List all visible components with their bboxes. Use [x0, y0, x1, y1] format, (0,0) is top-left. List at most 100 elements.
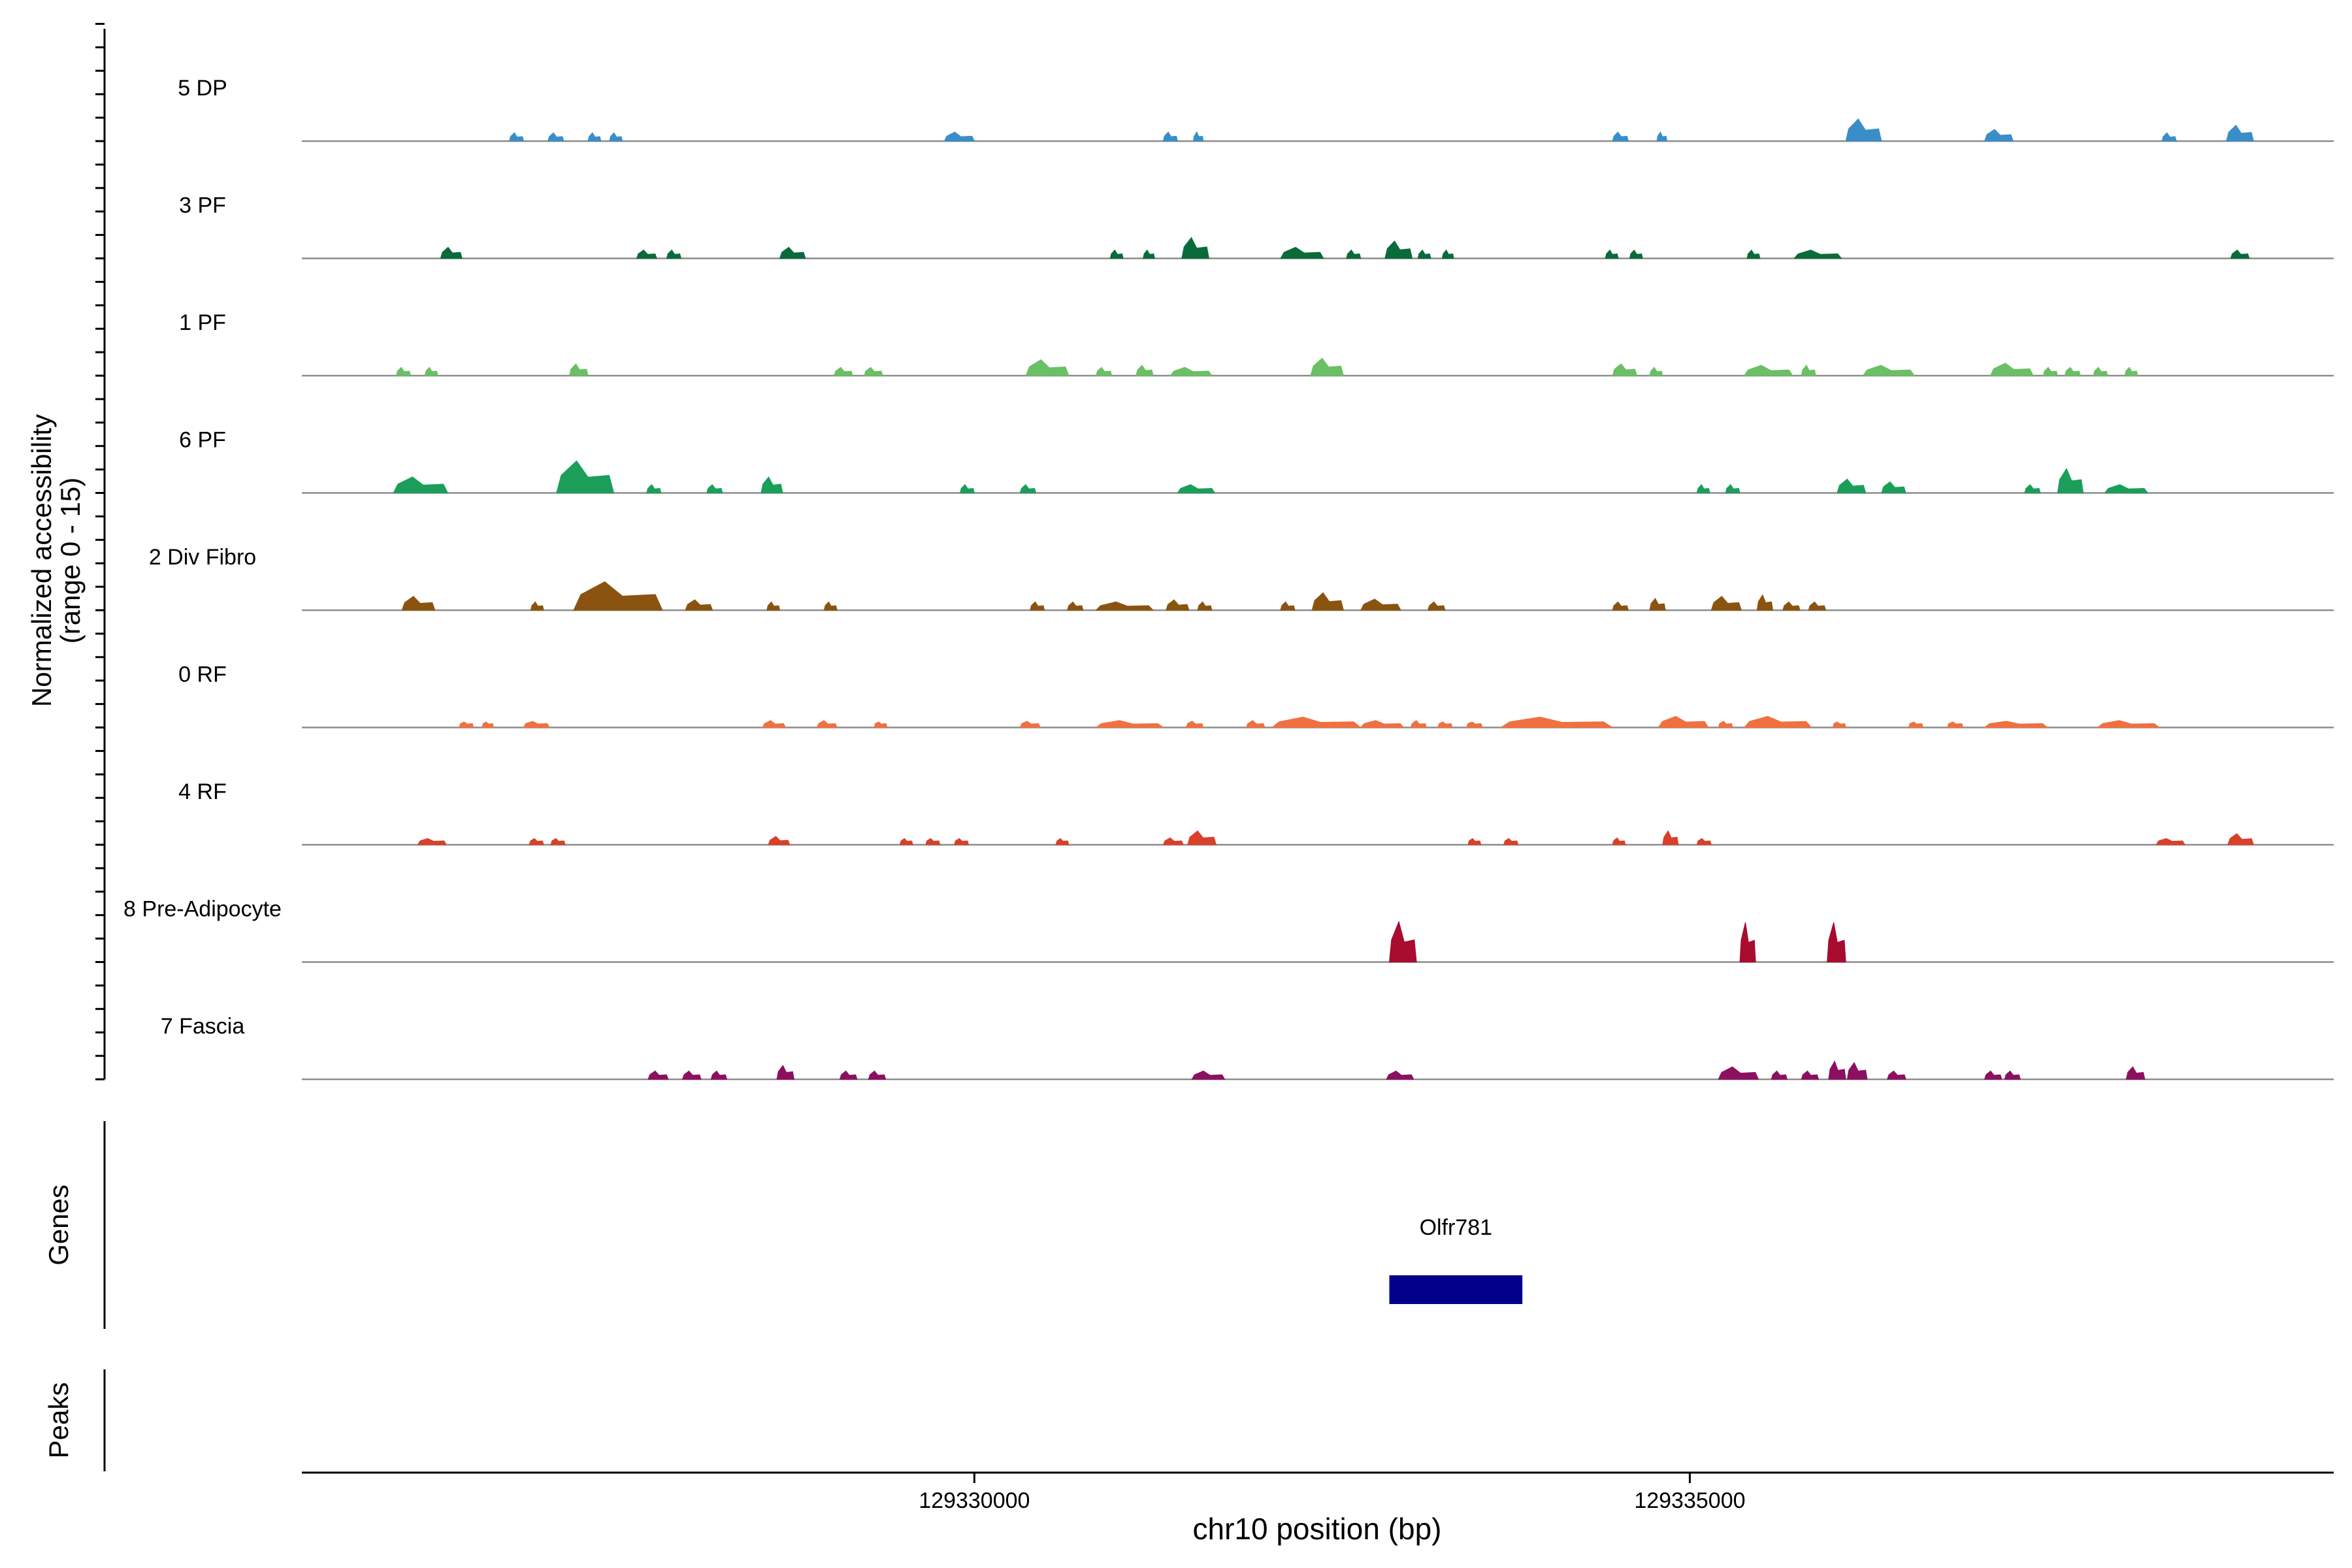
coverage-peak [1837, 478, 1867, 493]
coverage-peak [834, 367, 853, 376]
coverage-peak [1162, 837, 1184, 845]
coverage-peak [1185, 721, 1204, 728]
coverage-peak [864, 367, 883, 376]
coverage-peak [925, 838, 941, 845]
coverage-peak [1947, 721, 1964, 728]
coverage-peak [1095, 367, 1113, 376]
coverage-peak [1832, 721, 1846, 728]
coverage-peak [1656, 131, 1667, 142]
coverage-peak [1410, 720, 1428, 728]
coverage-peak [1696, 838, 1712, 845]
coverage-peak [1346, 249, 1362, 259]
coverage-peak [2057, 468, 2084, 493]
coverage-peak [823, 601, 838, 611]
coverage-peak [1025, 359, 1070, 376]
coverage-y-axis [95, 23, 106, 1081]
coverage-peak [1984, 721, 2049, 728]
coverage-peak [1166, 599, 1190, 611]
coverage-peak [1384, 240, 1413, 259]
coverage-peak [1280, 246, 1324, 259]
coverage-y-label-range: (range 0 - 15) [55, 478, 86, 644]
coverage-peak [482, 721, 495, 728]
coverage-peak [1169, 367, 1213, 376]
coverage-peak [1984, 1070, 2002, 1080]
coverage-peak [424, 367, 438, 376]
coverage-peak [954, 838, 970, 845]
coverage-peak [1311, 592, 1345, 611]
coverage-peak [868, 1070, 887, 1080]
coverage-peak [1095, 601, 1154, 611]
coverage-peak [768, 836, 791, 845]
coverage-peak [1466, 721, 1483, 728]
track-label: 7 Fascia [161, 1014, 245, 1039]
coverage-peak [2042, 367, 2058, 376]
x-axis-ticks: 129330000 129335000 [919, 1473, 1746, 1513]
coverage-peak [1094, 720, 1165, 728]
track-2-div-fibro: 2 Div Fibro [149, 545, 2334, 612]
peaks-y-label: Peaks [43, 1382, 74, 1459]
coverage-peak [2125, 1066, 2146, 1080]
coverage-peak [681, 1070, 702, 1080]
coverage-peak [2104, 484, 2149, 493]
track-label: 8 Pre-Adipocyte [123, 897, 282, 922]
coverage-peak [1743, 715, 1812, 728]
coverage-peak [1605, 249, 1619, 259]
coverage-peak [1441, 249, 1454, 259]
track-4-rf: 4 RF [178, 779, 2334, 846]
x-tick-label: 129335000 [1634, 1488, 1745, 1513]
coverage-peak [1739, 922, 1756, 962]
coverage-peak [2064, 367, 2081, 376]
track-label: 1 PF [179, 310, 226, 335]
coverage-peak [1827, 922, 1846, 962]
coverage-peak [710, 1070, 728, 1080]
coverage-peak [1162, 131, 1179, 142]
coverage-peak [1055, 838, 1070, 845]
track-1-pf: 1 PF [179, 310, 2334, 377]
coverage-peak [1467, 838, 1482, 845]
coverage-peak [1725, 483, 1740, 493]
coverage-peak [647, 1070, 669, 1080]
genes-y-label: Genes [43, 1184, 74, 1266]
coverage-peak [1793, 250, 1842, 259]
coverage-peak [1386, 1070, 1414, 1080]
coverage-peak [1019, 483, 1037, 493]
coverage-peak [1019, 721, 1041, 728]
coverage-peak [547, 132, 564, 142]
coverage-peak [2124, 367, 2138, 376]
coverage-peak [508, 132, 525, 142]
coverage-peak [1499, 716, 1614, 728]
coverage-peak [556, 460, 615, 493]
coverage-peak [1612, 601, 1629, 611]
track-label: 5 DP [178, 76, 227, 101]
coverage-peak [2097, 720, 2161, 728]
coverage-peak [646, 483, 662, 493]
gene-label: Olfr781 [1420, 1215, 1493, 1240]
coverage-peak [2230, 250, 2250, 259]
coverage-peak [529, 838, 544, 845]
coverage-peak [1360, 598, 1401, 611]
coverage-peak [2004, 1070, 2021, 1080]
coverage-peak [1743, 365, 1794, 376]
coverage-peak [1612, 363, 1638, 376]
gene-body [1389, 1275, 1523, 1304]
peaks-panel: Peaks [43, 1369, 106, 1471]
coverage-peak [1177, 484, 1216, 493]
coverage-peak [760, 476, 783, 493]
coverage-peak [1030, 601, 1045, 611]
coverage-peak [1191, 1070, 1226, 1080]
coverage-peak [1187, 830, 1217, 845]
coverage-peak [1984, 129, 2014, 142]
coverage-peak [959, 483, 975, 493]
coverage-peak [1887, 1070, 1906, 1080]
track-6-pf: 6 PF [179, 428, 2334, 494]
coverage-peak [1710, 596, 1742, 611]
coverage-peak [1245, 720, 1266, 728]
coverage-peak [636, 250, 657, 259]
coverage-peak [776, 1064, 794, 1080]
coverage-peak [2155, 838, 2186, 845]
coverage-peak [573, 581, 663, 611]
coverage-peak [706, 483, 723, 493]
coverage-peak [1417, 249, 1431, 259]
coverage-peak [393, 476, 449, 493]
